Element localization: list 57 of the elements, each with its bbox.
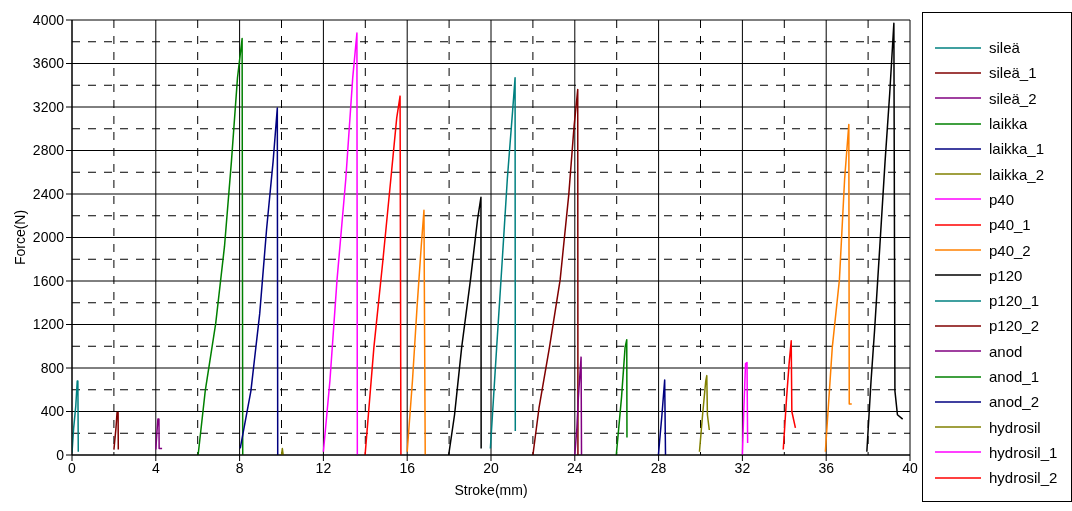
legend-label: p40_2 bbox=[989, 241, 1031, 259]
x-tick-label: 28 bbox=[650, 459, 667, 476]
line-series bbox=[615, 338, 628, 455]
legend-label: p40_1 bbox=[989, 216, 1031, 234]
line-series bbox=[782, 340, 797, 451]
legend-label: hydrosil_1 bbox=[989, 443, 1058, 461]
legend-label: hydrosil bbox=[989, 418, 1041, 436]
line-series bbox=[322, 32, 359, 455]
legend-label: sileä_1 bbox=[989, 64, 1037, 82]
legend-label: sileä bbox=[989, 39, 1020, 57]
y-tick-label: 1200 bbox=[32, 316, 65, 333]
line-series bbox=[406, 209, 426, 455]
y-tick-label: 2400 bbox=[32, 185, 65, 202]
line-series bbox=[574, 356, 583, 455]
x-tick-label: 24 bbox=[567, 459, 583, 476]
x-tick-label: 12 bbox=[315, 459, 332, 476]
x-tick-label: 36 bbox=[818, 459, 835, 476]
legend-label: laikka bbox=[989, 115, 1028, 133]
legend-label: laikka_2 bbox=[989, 165, 1045, 183]
line-series bbox=[741, 361, 749, 455]
legend-label: p40 bbox=[989, 190, 1015, 208]
x-tick-label: 16 bbox=[399, 459, 416, 476]
legend-label: anod bbox=[989, 342, 1023, 360]
x-tick-label: 40 bbox=[902, 459, 918, 476]
line-series bbox=[698, 374, 711, 453]
line-series bbox=[824, 123, 853, 453]
legend-label: hydrosil_2 bbox=[989, 469, 1058, 487]
legend-label: anod_2 bbox=[989, 393, 1040, 411]
y-tick-label: 0 bbox=[56, 446, 65, 463]
legend-label: p120_2 bbox=[989, 317, 1040, 335]
y-tick-label: 800 bbox=[40, 359, 65, 376]
line-series bbox=[72, 380, 80, 454]
line-series bbox=[489, 76, 517, 450]
line-series bbox=[155, 418, 163, 451]
x-tick-label: 0 bbox=[68, 459, 77, 476]
legend-label: p120 bbox=[989, 266, 1023, 284]
line-series bbox=[364, 95, 402, 455]
line-series bbox=[239, 107, 279, 455]
line-series bbox=[532, 88, 579, 455]
y-tick-label: 1600 bbox=[32, 272, 65, 289]
y-tick-label: 3200 bbox=[32, 98, 65, 115]
y-tick-label: 2000 bbox=[32, 229, 65, 246]
y-tick-label: 3600 bbox=[32, 55, 65, 72]
legend-label: p120_1 bbox=[989, 292, 1040, 310]
x-axis-title: Stroke(mm) bbox=[454, 482, 528, 498]
y-tick-label: 2800 bbox=[32, 142, 65, 159]
y-tick-label: 400 bbox=[40, 403, 65, 420]
x-tick-label: 4 bbox=[151, 459, 160, 476]
x-tick-label: 8 bbox=[235, 459, 244, 476]
y-tick-label: 4000 bbox=[32, 11, 65, 28]
legend-label: laikka_1 bbox=[989, 140, 1045, 158]
legend-label: anod_1 bbox=[989, 368, 1040, 385]
y-axis-title: Force(N) bbox=[11, 209, 28, 266]
x-tick-label: 32 bbox=[734, 459, 751, 476]
line-series bbox=[197, 37, 244, 455]
legend-label: sileä_2 bbox=[989, 89, 1037, 107]
x-tick-label: 20 bbox=[483, 459, 499, 476]
